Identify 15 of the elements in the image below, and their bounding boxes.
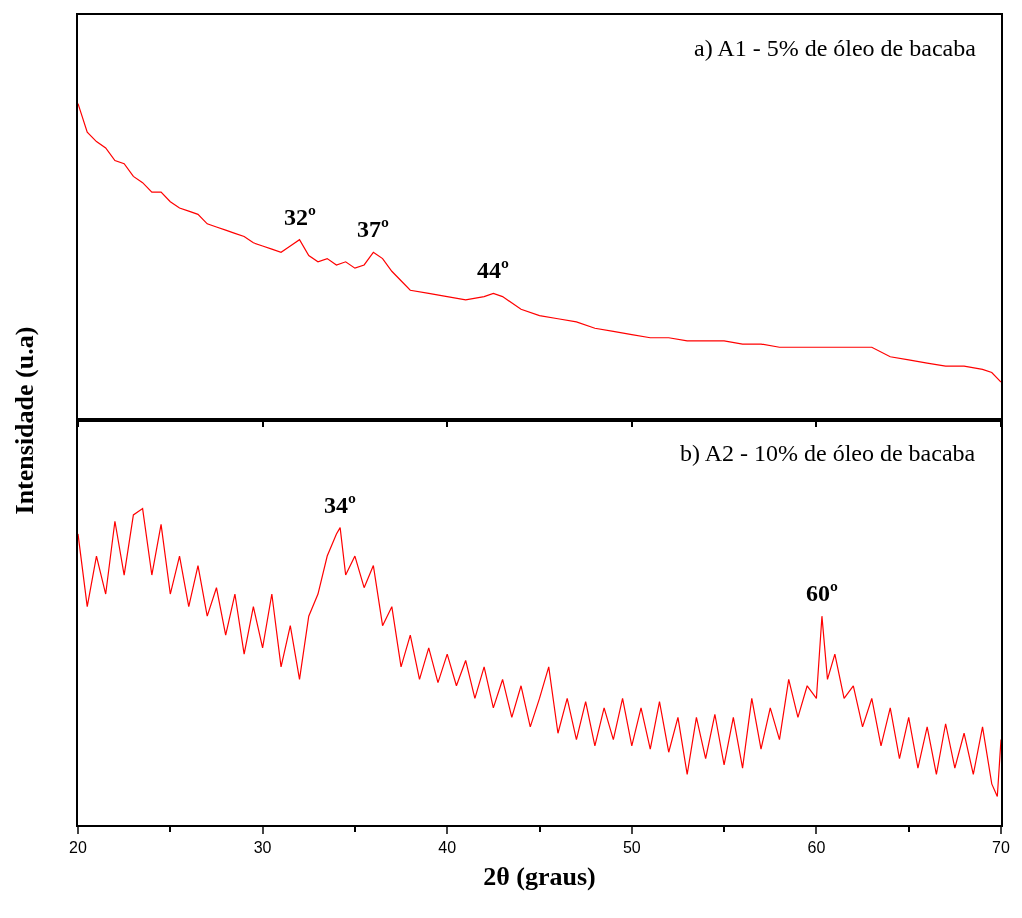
x-tick-label: 60 <box>807 838 826 856</box>
x-axis-title: 2θ (graus) <box>483 862 596 892</box>
x-tick-label: 40 <box>438 838 457 856</box>
annotation: 60º <box>806 580 838 606</box>
annotation: 44º <box>477 257 509 283</box>
x-tick-label: 50 <box>622 838 641 856</box>
chart-title: a) A1 - 5% de óleo de bacaba <box>694 35 977 61</box>
chart-title: b) A2 - 10% de óleo de bacaba <box>680 440 976 466</box>
x-tick-label: 20 <box>69 838 87 856</box>
x-tick-label: 70 <box>992 838 1010 856</box>
annotation: 34º <box>324 492 356 518</box>
annotation: 37º <box>357 216 389 242</box>
y-axis-title: Intensidade (u.a) <box>10 326 40 515</box>
annotation: 32º <box>284 204 316 230</box>
x-tick-label: 30 <box>253 838 272 856</box>
